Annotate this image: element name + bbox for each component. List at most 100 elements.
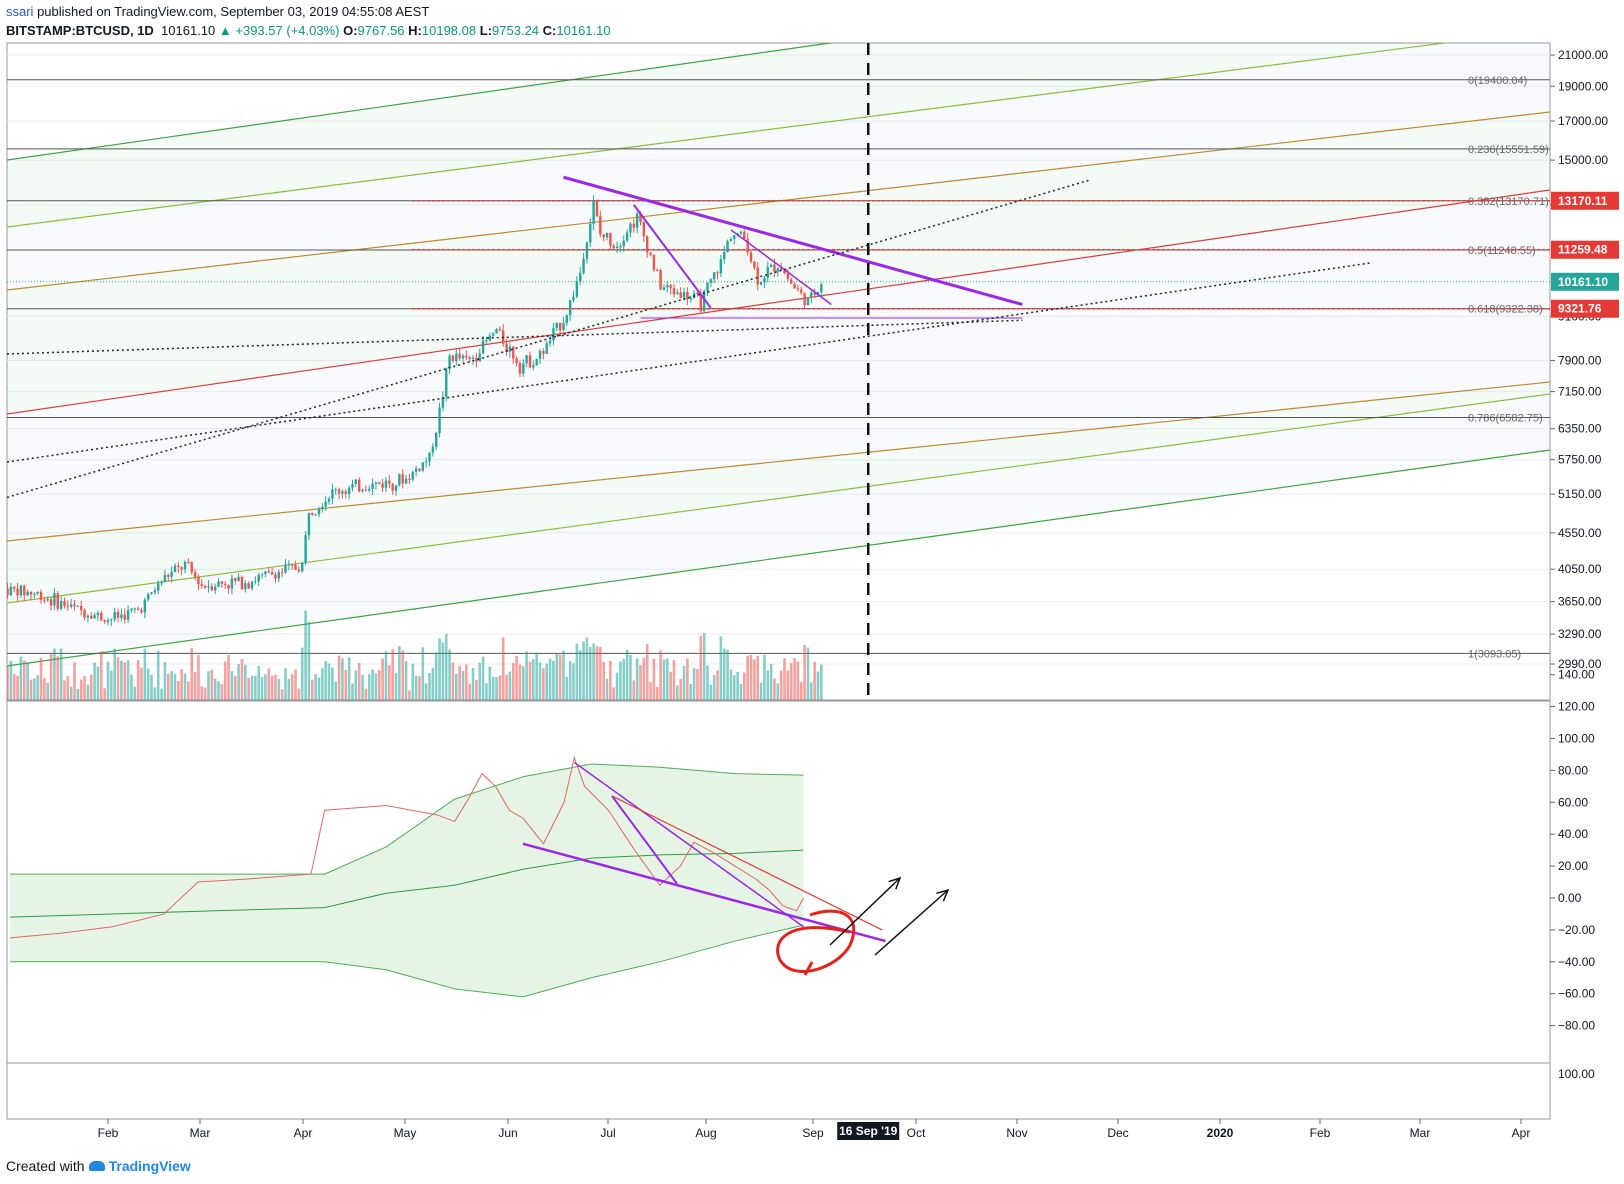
candle-body [103,620,106,622]
volume-bar [357,662,361,700]
volume-bar [441,642,445,700]
volume-bar [207,671,210,700]
candle-body [224,583,227,585]
volume-bar [103,688,106,700]
publish-line: ssari published on TradingView.com, Sept… [6,2,611,21]
candle-body [247,583,250,589]
symbol-label[interactable]: BITSTAMP:BTCUSD, 1D [6,23,154,38]
volume-bar [143,648,147,700]
candle-body [723,251,726,260]
candle-body [639,213,642,222]
volume-bar [130,674,133,700]
candle-body [431,446,435,453]
candle-body [743,231,746,239]
oscillator-pane[interactable] [6,700,1551,1064]
oscillator-resistance-line [611,795,883,931]
tradingview-logo-icon [88,1161,105,1171]
volume-bar [649,682,652,700]
trendline-drawings [7,175,1371,499]
volume-bar [451,662,455,700]
candle-body [307,512,311,536]
candle-body [645,236,649,253]
candle-body [113,611,116,620]
candle-body [488,335,491,341]
price-tick-label: 4550.00 [1558,526,1602,540]
volume-bar [491,676,495,700]
candle-body [562,322,565,331]
high-value: 10198.08 [421,23,477,38]
volume-bar [43,677,46,700]
volume-bar [116,657,120,700]
volume-bar [140,667,143,700]
candle-body [341,491,344,494]
candle-body [746,238,749,253]
candle-body [441,397,445,408]
volume-bar [655,687,659,700]
volume-bar [692,668,696,700]
volume-bar [388,665,391,700]
main-pane[interactable] [6,42,1551,701]
open-label: O: [343,23,358,38]
candle-body [686,292,689,300]
volume-bar [662,659,666,700]
candle-body [505,343,508,352]
volume-bar [19,656,23,700]
channel-band [7,43,1550,290]
fib-level-label: 1(3093.05) [1468,648,1521,660]
author-link[interactable]: ssari [6,4,34,19]
fib-retracement: 0(19400.04) 0.236(15551.59) 0.382(13170.71… [7,75,1550,660]
volume-bar [505,674,508,700]
volume-bar [153,687,157,700]
volume-bar [588,647,592,700]
osc-tick-label: −20.00 [1558,923,1595,937]
volume-bar [110,670,113,700]
candle-body [331,489,334,499]
volume-bar [699,635,703,700]
price-tick-label: 2990.00 [1558,657,1602,671]
volume-bar [689,683,693,700]
volume-bar [384,651,388,700]
oscillator-support-trendline [522,842,886,943]
volume-bar [414,675,418,700]
volume-bar [297,688,301,700]
volume-bar [69,686,73,700]
oscillator-trendline [611,795,678,885]
candle-body [468,357,471,359]
candle-body [36,592,39,594]
candle-body [428,452,431,462]
volume-bar [471,667,475,700]
lower-pane[interactable] [6,1062,1551,1120]
volume-bar [193,672,197,700]
candle-body [9,586,13,596]
volume-bar [810,682,813,700]
volume-bar [444,633,448,700]
volume-bar [100,651,103,700]
candle-body [642,221,646,237]
candle-body [652,254,656,271]
volume-bar [739,683,743,700]
candle-body [193,572,197,577]
candle-body [575,281,579,297]
candle-body [364,489,368,491]
volume-bar [237,663,240,700]
candle-body [729,239,733,242]
osc-tick-label: −40.00 [1558,955,1595,969]
candle-body [210,586,214,591]
candle-body [16,588,19,596]
volume-bar [572,663,575,700]
osc-tick-label: −80.00 [1558,1019,1595,1033]
volume-bar [665,658,669,700]
osc-tick-label: 0.00 [1558,891,1582,905]
candle-body [120,614,123,618]
volume-bar [719,636,723,700]
candle-body [702,290,706,311]
candle-body [203,585,207,588]
volume-bar [177,680,180,700]
candle-body [187,561,190,563]
volume-bar [448,649,451,700]
candle-body [532,365,535,368]
volume-bar [49,654,53,700]
oscillator-trendline [573,761,804,928]
candle-body [816,291,820,295]
